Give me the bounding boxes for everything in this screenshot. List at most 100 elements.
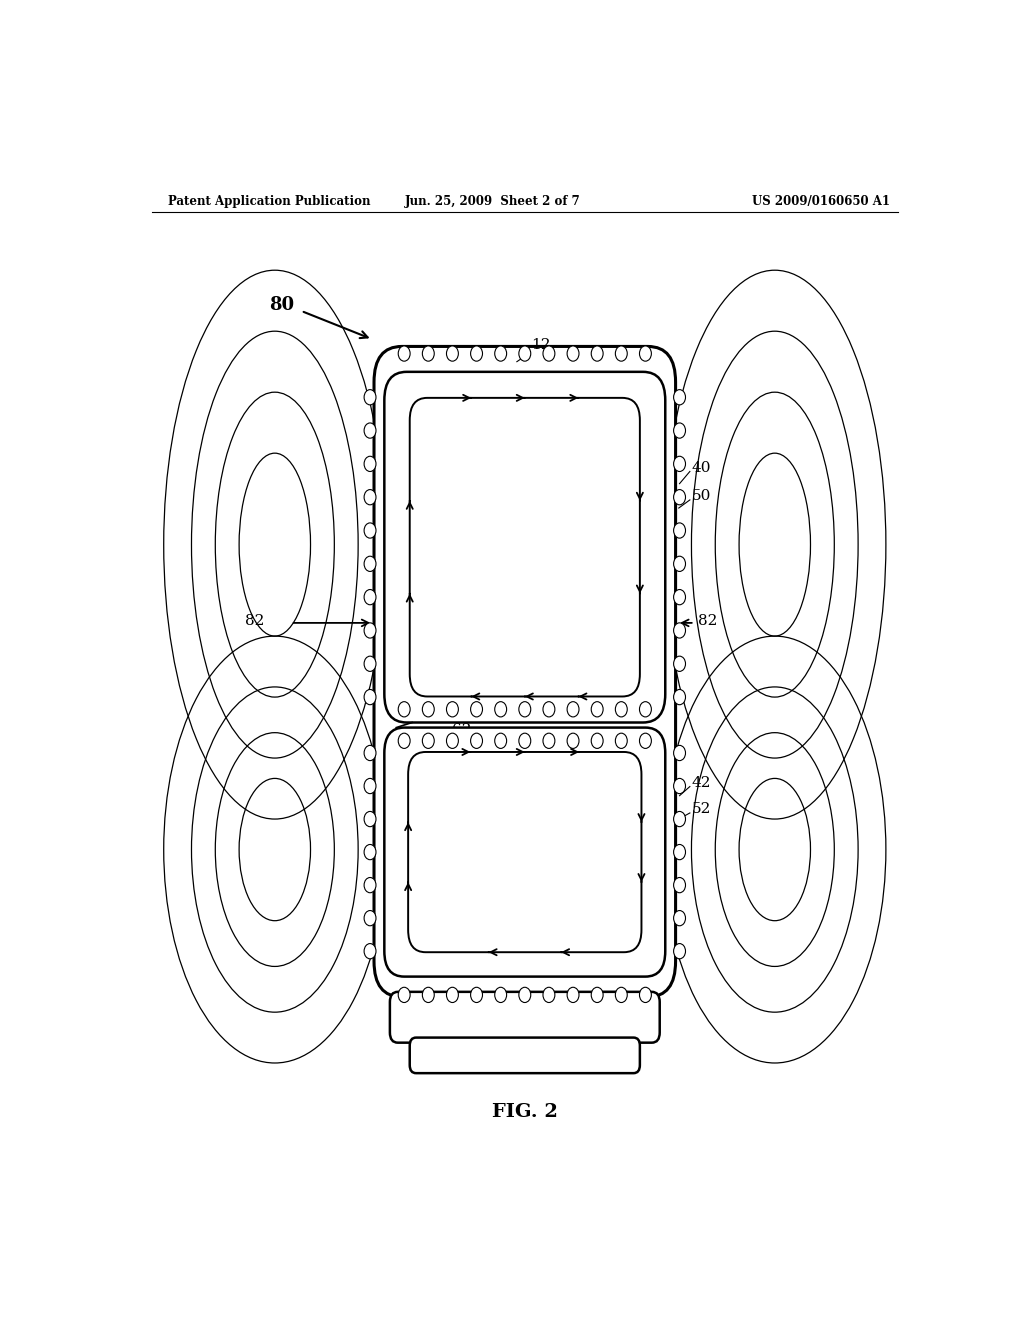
Circle shape	[567, 346, 579, 362]
Circle shape	[422, 987, 434, 1002]
Circle shape	[567, 702, 579, 717]
Circle shape	[365, 656, 376, 672]
Circle shape	[422, 346, 434, 362]
Circle shape	[471, 733, 482, 748]
Circle shape	[615, 702, 628, 717]
Text: 52: 52	[691, 801, 711, 816]
Text: FIG. 2: FIG. 2	[492, 1102, 558, 1121]
Circle shape	[446, 987, 459, 1002]
Circle shape	[365, 389, 376, 405]
Text: Patent Application Publication: Patent Application Publication	[168, 194, 371, 207]
Circle shape	[365, 523, 376, 539]
Circle shape	[639, 987, 651, 1002]
Circle shape	[398, 987, 411, 1002]
Circle shape	[365, 556, 376, 572]
Circle shape	[674, 746, 685, 760]
Circle shape	[519, 987, 530, 1002]
Circle shape	[471, 702, 482, 717]
Text: 82: 82	[246, 614, 265, 628]
Circle shape	[422, 733, 434, 748]
Circle shape	[365, 422, 376, 438]
Circle shape	[365, 911, 376, 925]
Circle shape	[471, 346, 482, 362]
Circle shape	[567, 733, 579, 748]
Circle shape	[674, 523, 685, 539]
Circle shape	[398, 733, 411, 748]
Circle shape	[365, 689, 376, 705]
Circle shape	[615, 346, 628, 362]
Text: 72: 72	[594, 961, 613, 974]
Circle shape	[543, 346, 555, 362]
Circle shape	[674, 845, 685, 859]
Text: 62: 62	[452, 723, 471, 737]
Circle shape	[365, 779, 376, 793]
Circle shape	[446, 346, 459, 362]
Circle shape	[365, 746, 376, 760]
Circle shape	[446, 702, 459, 717]
Circle shape	[591, 702, 603, 717]
Circle shape	[674, 590, 685, 605]
Circle shape	[674, 944, 685, 958]
Circle shape	[674, 689, 685, 705]
Circle shape	[615, 987, 628, 1002]
Circle shape	[674, 422, 685, 438]
Circle shape	[591, 346, 603, 362]
Circle shape	[639, 346, 651, 362]
Circle shape	[365, 878, 376, 892]
Circle shape	[674, 911, 685, 925]
Circle shape	[543, 702, 555, 717]
Text: 50: 50	[691, 488, 711, 503]
Text: Jun. 25, 2009  Sheet 2 of 7: Jun. 25, 2009 Sheet 2 of 7	[406, 194, 581, 207]
Circle shape	[365, 623, 376, 638]
Text: 80: 80	[269, 296, 294, 314]
Circle shape	[591, 987, 603, 1002]
Circle shape	[471, 987, 482, 1002]
Text: 12: 12	[531, 338, 551, 351]
Circle shape	[674, 656, 685, 672]
Circle shape	[495, 702, 507, 717]
FancyBboxPatch shape	[384, 372, 666, 722]
Circle shape	[519, 733, 530, 748]
Circle shape	[495, 733, 507, 748]
Circle shape	[639, 702, 651, 717]
Circle shape	[543, 987, 555, 1002]
FancyBboxPatch shape	[410, 1038, 640, 1073]
Circle shape	[398, 702, 411, 717]
Text: 70: 70	[416, 411, 435, 424]
Circle shape	[398, 346, 411, 362]
Text: US 2009/0160650 A1: US 2009/0160650 A1	[752, 194, 890, 207]
Text: 60: 60	[500, 664, 519, 678]
Circle shape	[674, 457, 685, 471]
Circle shape	[365, 490, 376, 504]
Circle shape	[674, 878, 685, 892]
Circle shape	[543, 733, 555, 748]
FancyBboxPatch shape	[374, 346, 676, 997]
Text: 40: 40	[691, 462, 711, 475]
Circle shape	[365, 845, 376, 859]
Text: 82: 82	[697, 614, 717, 628]
Circle shape	[519, 702, 530, 717]
Circle shape	[674, 779, 685, 793]
Text: 56: 56	[412, 772, 431, 787]
Circle shape	[495, 987, 507, 1002]
Circle shape	[674, 556, 685, 572]
Circle shape	[567, 987, 579, 1002]
Circle shape	[495, 346, 507, 362]
Circle shape	[639, 733, 651, 748]
Circle shape	[674, 389, 685, 405]
Circle shape	[365, 812, 376, 826]
Circle shape	[365, 590, 376, 605]
FancyBboxPatch shape	[390, 991, 659, 1043]
Circle shape	[519, 346, 530, 362]
Circle shape	[674, 623, 685, 638]
Circle shape	[674, 490, 685, 504]
Circle shape	[615, 733, 628, 748]
Circle shape	[591, 733, 603, 748]
Circle shape	[365, 457, 376, 471]
Circle shape	[446, 733, 459, 748]
Circle shape	[674, 812, 685, 826]
Circle shape	[422, 702, 434, 717]
Text: 42: 42	[691, 776, 711, 791]
FancyBboxPatch shape	[384, 727, 666, 977]
Circle shape	[365, 944, 376, 958]
